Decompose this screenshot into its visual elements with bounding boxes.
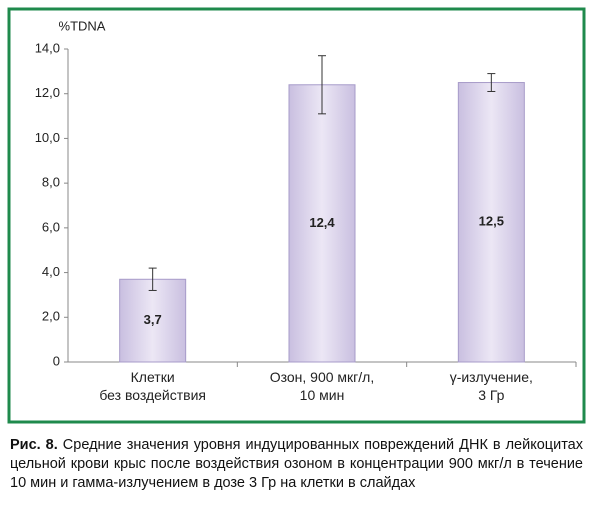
value-label: 3,7 bbox=[144, 312, 162, 327]
y-tick-label: 4,0 bbox=[42, 264, 60, 279]
value-label: 12,5 bbox=[479, 214, 504, 229]
frame bbox=[7, 7, 586, 424]
y-tick-label: 10,0 bbox=[35, 130, 60, 145]
y-tick-label: 0 bbox=[53, 353, 60, 368]
caption: Рис. 8. Средние значения уровня индуциро… bbox=[10, 436, 583, 493]
bar bbox=[288, 84, 356, 363]
y-tick-label: 8,0 bbox=[42, 175, 60, 190]
y-tick-label: 14,0 bbox=[35, 40, 60, 55]
y-tick-label: 6,0 bbox=[42, 219, 60, 234]
x-tick-label: Озон, 900 мкг/л, 10 мин bbox=[270, 369, 375, 403]
caption-text: Средние значения уровня индуцированных п… bbox=[10, 437, 583, 491]
x-tick-label: γ-излучение, 3 Гр bbox=[450, 369, 533, 403]
y-tick-label: 2,0 bbox=[42, 309, 60, 324]
value-label: 12,4 bbox=[309, 215, 335, 230]
x-tick-label: Клетки без воздействия bbox=[99, 369, 206, 403]
bar bbox=[457, 82, 525, 363]
y-tick-label: 12,0 bbox=[35, 85, 60, 100]
y-axis-label: %TDNA bbox=[59, 18, 106, 33]
bar bbox=[119, 278, 187, 363]
caption-label: Рис. 8. bbox=[10, 437, 58, 453]
chart: %TDNA 0 2,0 4,0 6,0 8,0 10,0 12,0 14,0 Клетки без… bbox=[7, 7, 586, 424]
